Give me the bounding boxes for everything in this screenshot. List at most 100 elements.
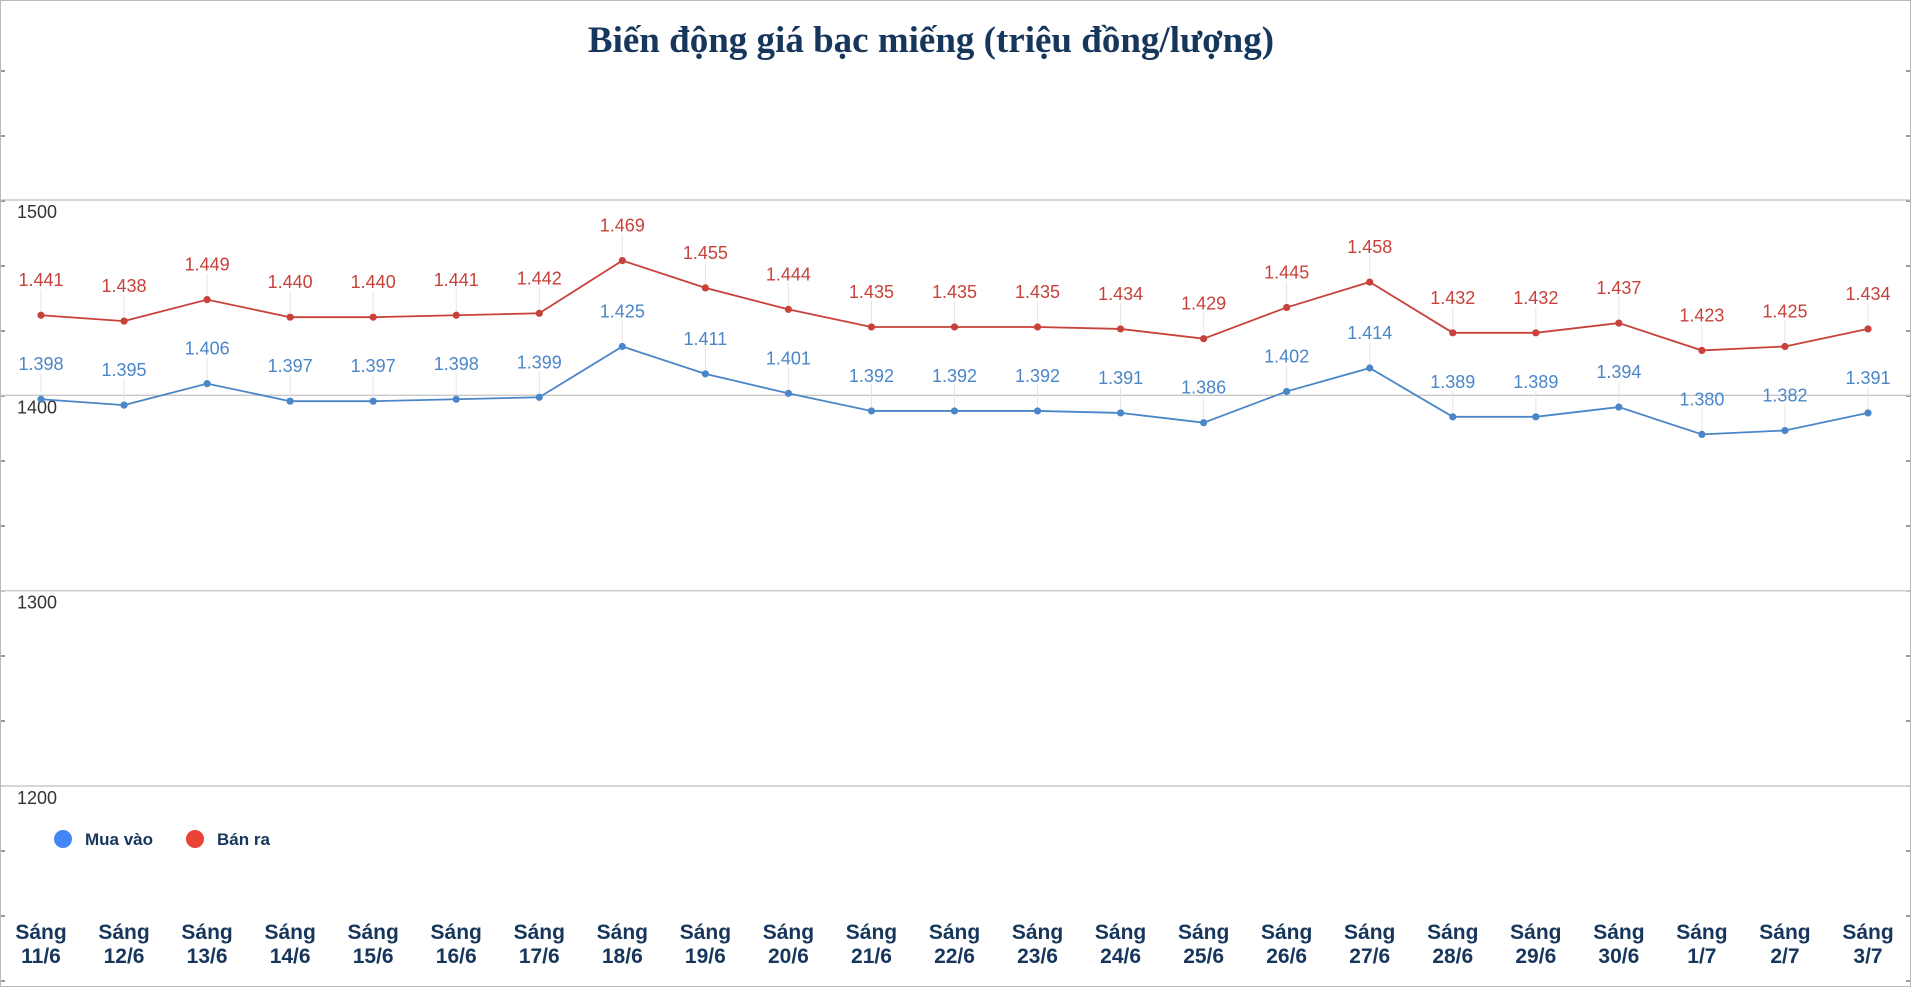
data-point-mua-vao — [1449, 413, 1457, 421]
x-tick-label-line: 23/6 — [1017, 945, 1058, 968]
data-point-ban-ra — [618, 256, 626, 265]
x-tick-label: Sáng 11/6 — [15, 921, 66, 968]
data-label-mua-vao: 1.402 — [1264, 346, 1309, 366]
data-point-ban-ra — [1366, 278, 1374, 286]
data-point-ban-ra — [1781, 342, 1789, 351]
x-tick-label-line: 18/6 — [602, 945, 643, 968]
data-label-ban-ra: 1.438 — [102, 276, 147, 296]
x-tick-label-line: Sáng — [1510, 921, 1561, 944]
data-label-mua-vao: 1.414 — [1347, 323, 1392, 343]
data-point-mua-vao — [701, 370, 709, 378]
data-label-mua-vao: 1.399 — [517, 352, 562, 372]
x-tick-label: Sáng 24/6 — [1095, 921, 1146, 968]
x-tick-label-line: 26/6 — [1266, 945, 1307, 968]
data-label-mua-vao: 1.392 — [932, 366, 977, 386]
x-tick-label: Sáng 14/6 — [264, 921, 315, 968]
x-tick-label-line: Sáng — [431, 921, 482, 944]
data-point-ban-ra — [950, 323, 959, 331]
y-tick-label: 1300 — [17, 593, 57, 613]
data-point-ban-ra — [784, 305, 793, 313]
x-tick-label: Sáng 21/6 — [846, 921, 897, 968]
x-tick-label: Sáng 29/6 — [1510, 921, 1561, 968]
data-point-mua-vao — [784, 389, 793, 397]
data-point-ban-ra — [535, 309, 543, 317]
x-tick-label: Sáng 18/6 — [597, 921, 648, 968]
data-point-ban-ra — [1200, 335, 1208, 343]
data-point-ban-ra — [1864, 325, 1872, 333]
x-tick-label: Sáng 23/6 — [1012, 921, 1063, 968]
data-point-mua-vao — [1698, 430, 1706, 438]
x-tick-label-line: Sáng — [98, 921, 149, 944]
data-label-ban-ra: 1.445 — [1264, 262, 1309, 282]
legend-label-ban-ra: Bán ra — [217, 830, 270, 849]
x-tick-label-line: Sáng — [264, 921, 315, 944]
y-tick-label: 1500 — [17, 202, 57, 222]
data-label-mua-vao: 1.392 — [849, 366, 894, 386]
data-label-mua-vao: 1.425 — [600, 302, 645, 322]
data-point-ban-ra — [1532, 329, 1540, 337]
data-label-ban-ra: 1.440 — [351, 272, 396, 292]
data-point-mua-vao — [1200, 419, 1208, 427]
data-label-ban-ra: 1.423 — [1679, 305, 1724, 325]
x-tick-label: Sáng 2/7 — [1759, 921, 1810, 968]
data-label-ban-ra: 1.441 — [434, 270, 479, 290]
data-point-ban-ra — [1449, 329, 1457, 337]
data-label-mua-vao: 1.382 — [1762, 385, 1807, 405]
data-point-ban-ra — [203, 296, 211, 304]
data-label-mua-vao: 1.391 — [1845, 368, 1890, 388]
x-tick-label-line: Sáng — [1676, 921, 1727, 944]
x-tick-label-line: Sáng — [597, 921, 648, 944]
data-label-ban-ra: 1.437 — [1596, 278, 1641, 298]
data-label-mua-vao: 1.395 — [102, 360, 147, 380]
data-point-ban-ra — [1116, 325, 1125, 333]
x-tick-label: Sáng 19/6 — [680, 921, 731, 968]
data-point-ban-ra — [37, 311, 45, 319]
data-label-ban-ra: 1.444 — [766, 264, 811, 284]
data-label-mua-vao: 1.411 — [684, 329, 728, 349]
data-label-mua-vao: 1.397 — [351, 356, 396, 376]
x-tick-label: Sáng 22/6 — [929, 921, 980, 968]
data-label-ban-ra: 1.440 — [268, 272, 313, 292]
x-tick-label-line: Sáng — [348, 921, 399, 944]
x-tick-label-line: 27/6 — [1349, 945, 1390, 968]
data-label-ban-ra: 1.429 — [1181, 294, 1226, 314]
data-label-ban-ra: 1.469 — [600, 216, 645, 236]
legend-label-mua-vao: Mua vào — [85, 830, 153, 849]
data-point-mua-vao — [867, 407, 876, 415]
data-point-ban-ra — [867, 323, 876, 331]
x-tick-label-line: Sáng — [1593, 921, 1644, 944]
data-label-ban-ra: 1.455 — [683, 243, 728, 263]
data-point-mua-vao — [452, 395, 460, 403]
data-label-ban-ra: 1.435 — [932, 282, 977, 302]
data-point-ban-ra — [1698, 346, 1706, 355]
x-tick-label-line: 19/6 — [685, 945, 726, 968]
x-tick-label: Sáng 15/6 — [348, 921, 399, 968]
data-label-mua-vao: 1.406 — [185, 339, 230, 359]
x-tick-label-line: Sáng — [15, 921, 66, 944]
data-point-mua-vao — [1283, 387, 1291, 396]
data-point-mua-vao — [535, 393, 543, 401]
x-tick-label: Sáng 16/6 — [431, 921, 482, 968]
data-label-ban-ra: 1.458 — [1347, 237, 1392, 257]
data-label-ban-ra: 1.441 — [18, 270, 63, 290]
x-tick-label-line: 3/7 — [1853, 945, 1882, 968]
data-point-ban-ra — [1033, 323, 1042, 331]
data-label-ban-ra: 1.434 — [1845, 284, 1890, 304]
x-tick-label-line: 28/6 — [1432, 945, 1473, 968]
data-label-mua-vao: 1.401 — [766, 348, 811, 368]
data-point-mua-vao — [37, 395, 45, 403]
x-tick-label: Sáng 30/6 — [1593, 921, 1644, 968]
x-tick-label-line: Sáng — [1759, 921, 1810, 944]
data-point-ban-ra — [1283, 303, 1291, 312]
data-label-ban-ra: 1.434 — [1098, 284, 1143, 304]
x-tick-label-line: 11/6 — [21, 945, 61, 968]
x-tick-label: Sáng 20/6 — [763, 921, 814, 968]
x-tick-label: Sáng 28/6 — [1427, 921, 1478, 968]
data-label-ban-ra: 1.425 — [1762, 302, 1807, 322]
data-point-ban-ra — [369, 313, 377, 321]
data-point-ban-ra — [452, 311, 460, 319]
x-tick-label-line: 24/6 — [1100, 945, 1141, 968]
x-tick-label-line: 21/6 — [851, 945, 892, 968]
y-tick-label: 1200 — [17, 788, 57, 808]
